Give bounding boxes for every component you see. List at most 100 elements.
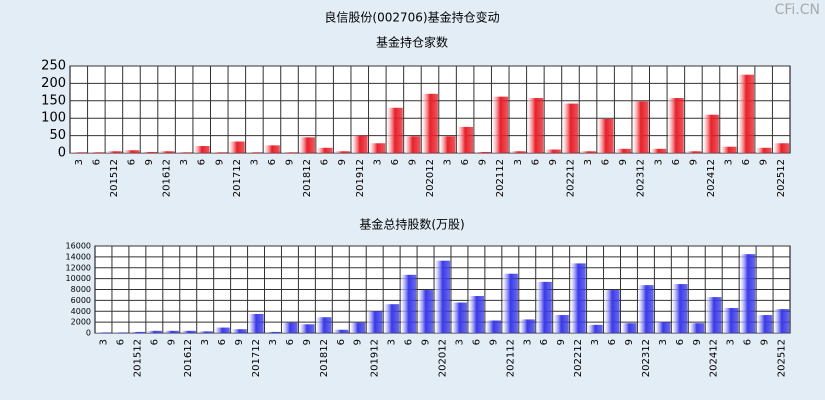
bar — [672, 284, 688, 333]
x-tick-label: 3 — [268, 339, 279, 345]
bar — [88, 152, 105, 153]
bar — [739, 254, 756, 333]
y-tick-label: 12000 — [66, 263, 91, 272]
bar — [502, 273, 518, 333]
x-tick-label: 6 — [267, 159, 278, 165]
y-tick-label: 10000 — [66, 274, 91, 283]
x-tick-label: 9 — [234, 339, 245, 345]
y-tick-label: 100 — [41, 111, 66, 126]
bar — [553, 315, 569, 333]
bar — [706, 297, 722, 333]
x-tick-label: 9 — [144, 159, 155, 165]
bar — [485, 320, 501, 333]
x-tick-label: 201712 — [232, 159, 243, 197]
bar — [334, 151, 351, 153]
x-tick-label: 9 — [166, 339, 177, 345]
x-tick-label: 6 — [601, 159, 612, 165]
y-tick-label: 50 — [49, 128, 66, 143]
x-tick-label: 6 — [390, 159, 401, 165]
x-tick-label: 201612 — [183, 339, 194, 377]
x-tick-label: 201712 — [251, 339, 262, 377]
x-tick-label: 6 — [404, 339, 415, 345]
x-tick-label: 3 — [98, 339, 109, 345]
x-tick-label: 3 — [724, 159, 735, 165]
bar — [299, 324, 315, 333]
x-tick-label: 3 — [590, 339, 601, 345]
bar — [404, 136, 421, 153]
x-tick-label: 202212 — [565, 159, 576, 197]
x-tick-label: 3 — [454, 339, 465, 345]
bar — [570, 263, 586, 333]
x-tick-label: 201512 — [109, 159, 120, 197]
y-tick-label: 8000 — [71, 285, 91, 294]
bar — [773, 143, 790, 153]
bar — [562, 103, 579, 153]
x-tick-label: 9 — [478, 159, 489, 165]
bar — [248, 313, 264, 333]
bar — [163, 330, 179, 333]
bar — [509, 151, 526, 153]
bar — [265, 331, 281, 333]
bar — [106, 151, 122, 153]
bar — [536, 281, 552, 333]
x-tick-label: 9 — [214, 159, 225, 165]
bar — [386, 107, 403, 153]
x-tick-label: 3 — [658, 339, 669, 345]
bar — [369, 143, 386, 153]
x-tick-label: 9 — [759, 159, 770, 165]
x-tick-label: 202512 — [777, 339, 788, 377]
x-tick-label: 9 — [488, 339, 499, 345]
x-tick-label: 3 — [387, 339, 398, 345]
bar — [228, 141, 245, 153]
x-tick-label: 9 — [548, 159, 559, 165]
bar — [231, 329, 247, 333]
bar — [527, 98, 544, 153]
x-tick-label: 9 — [285, 159, 296, 165]
bar — [655, 322, 671, 333]
bar — [667, 98, 684, 153]
x-tick-label: 202012 — [438, 339, 449, 377]
x-tick-label: 202412 — [709, 339, 720, 377]
x-tick-label: 6 — [741, 159, 752, 165]
x-tick-label: 201612 — [162, 159, 173, 197]
y-tick-label: 2000 — [71, 318, 91, 327]
bar — [70, 152, 87, 153]
y-tick-label: 14000 — [66, 252, 91, 261]
bar — [193, 146, 210, 153]
bar — [650, 148, 667, 153]
x-tick-label: 9 — [692, 339, 703, 345]
chart-title: 基金持仓家数 — [376, 35, 448, 50]
x-tick-label: 202112 — [495, 159, 506, 197]
bar — [632, 101, 649, 153]
bar — [299, 137, 315, 153]
x-tick-label: 202512 — [776, 159, 787, 197]
bar — [685, 151, 702, 153]
x-tick-label: 9 — [624, 339, 635, 345]
bar — [545, 149, 561, 153]
x-tick-label: 202112 — [505, 339, 516, 377]
bar — [112, 332, 129, 333]
bar — [597, 118, 614, 153]
x-tick-label: 201812 — [319, 339, 330, 377]
x-tick-label: 6 — [149, 339, 160, 345]
bar — [689, 323, 705, 333]
bar — [123, 150, 140, 153]
bar — [264, 145, 280, 153]
x-tick-label: 201512 — [132, 339, 143, 377]
bar — [158, 151, 175, 153]
x-tick-label: 6 — [126, 159, 137, 165]
x-tick-label: 3 — [249, 159, 260, 165]
bar — [180, 330, 196, 333]
y-tick-label: 150 — [41, 93, 66, 108]
x-tick-label: 3 — [726, 339, 737, 345]
bar — [434, 260, 451, 333]
x-tick-label: 6 — [530, 159, 541, 165]
x-tick-label: 202012 — [425, 159, 436, 197]
x-tick-label: 9 — [556, 339, 567, 345]
bar — [492, 96, 509, 153]
bar — [723, 307, 739, 333]
watermark: CFi.CN — [775, 2, 820, 18]
y-tick-label: 4000 — [71, 307, 91, 316]
x-tick-label: 3 — [179, 159, 190, 165]
bar — [141, 151, 157, 153]
